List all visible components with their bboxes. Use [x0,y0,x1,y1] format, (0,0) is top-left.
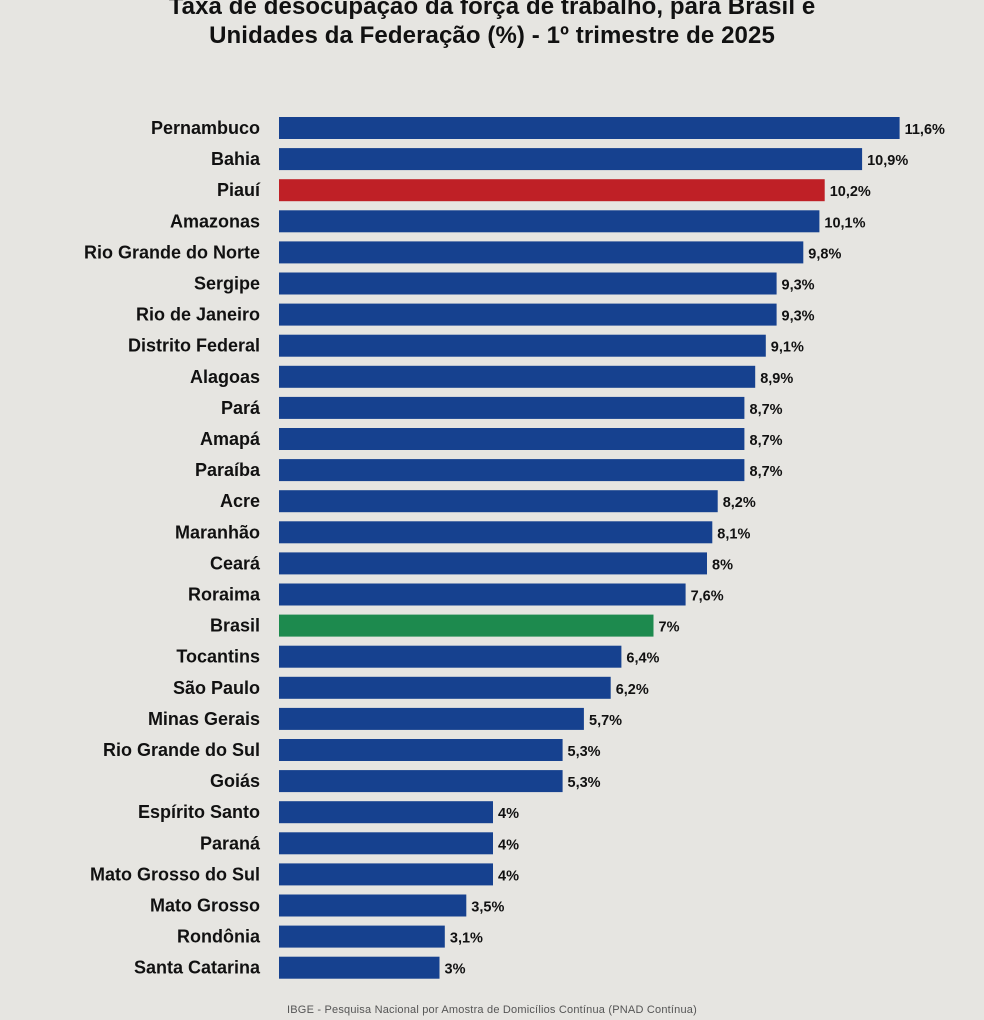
category-label-rondonia: Rondônia [177,927,261,947]
category-label-alagoas: Alagoas [190,367,260,387]
category-label-bahia: Bahia [211,149,261,169]
category-label-piaui: Piauí [217,180,261,200]
category-label-rio-grande-do-norte: Rio Grande do Norte [84,242,260,262]
category-label-amapa: Amapá [200,429,261,449]
category-label-maranhao: Maranhão [175,522,260,542]
category-label-distrito-federal: Distrito Federal [128,336,260,356]
value-label-paraiba: 8,7% [750,464,783,480]
bar-amapa [279,428,745,450]
bar-pernambuco [279,117,900,139]
bar-roraima [279,583,686,606]
category-label-pernambuco: Pernambuco [151,118,260,138]
bar-parana [279,832,493,855]
bar-acre [279,490,718,513]
category-label-paraiba: Paraíba [195,460,261,480]
bar-goias [279,770,563,793]
category-label-sergipe: Sergipe [194,274,260,294]
value-label-bahia: 10,9% [867,153,908,169]
bar-mato-grosso [279,894,467,917]
value-label-parana: 4% [498,837,519,853]
value-label-amapa: 8,7% [750,433,783,449]
bar-mato-grosso-do-sul [279,863,493,886]
value-label-santa-catarina: 3% [445,962,466,978]
category-label-acre: Acre [220,491,260,511]
value-label-pernambuco: 11,6% [905,122,945,138]
bar-brasil [279,614,654,637]
value-label-distrito-federal: 9,1% [771,340,804,356]
category-label-para: Pará [221,398,261,418]
chart-title: Taxa de desocupação da força de trabalho… [0,0,984,50]
value-label-sao-paulo: 6,2% [616,682,649,698]
value-label-sergipe: 9,3% [782,278,815,294]
bar-paraiba [279,459,745,482]
value-label-rondonia: 3,1% [450,931,483,947]
value-label-mato-grosso: 3,5% [471,900,504,916]
value-label-espirito-santo: 4% [498,806,519,822]
category-label-parana: Paraná [200,833,261,853]
value-label-rio-grande-do-norte: 9,8% [808,246,841,262]
bar-sao-paulo [279,676,611,699]
category-label-brasil: Brasil [210,616,260,636]
bar-bahia [279,148,863,171]
value-label-maranhao: 8,1% [717,526,750,542]
chart-title-line-1: Taxa de desocupação da força de trabalho… [168,0,816,20]
value-label-ceara: 8% [712,557,733,573]
bar-piaui [279,179,825,202]
category-label-espirito-santo: Espírito Santo [138,802,260,822]
value-label-minas-gerais: 5,7% [589,713,622,729]
value-label-goias: 5,3% [568,775,601,791]
bar-espirito-santo [279,801,493,824]
category-label-goias: Goiás [210,771,260,791]
value-label-brasil: 7% [659,620,680,636]
bar-ceara [279,552,707,575]
category-label-tocantins: Tocantins [176,647,260,667]
bar-para [279,396,745,419]
bar-rio-de-janeiro [279,303,777,326]
category-label-minas-gerais: Minas Gerais [148,709,260,729]
value-label-amazonas: 10,1% [824,215,865,231]
value-label-alagoas: 8,9% [760,371,793,387]
bar-rondonia [279,925,445,948]
category-label-roraima: Roraima [188,585,261,605]
category-label-amazonas: Amazonas [170,211,260,231]
bar-distrito-federal [279,334,766,357]
bar-maranhao [279,521,713,544]
category-label-rio-grande-do-sul: Rio Grande do Sul [103,740,260,760]
category-label-rio-de-janeiro: Rio de Janeiro [136,305,260,325]
bar-amazonas [279,210,820,233]
category-label-sao-paulo: São Paulo [173,678,260,698]
category-label-ceara: Ceará [210,553,261,573]
bar-rio-grande-do-norte [279,241,804,264]
category-label-mato-grosso-do-sul: Mato Grosso do Sul [90,864,260,884]
value-label-rio-de-janeiro: 9,3% [782,309,815,325]
value-label-para: 8,7% [750,402,783,418]
value-label-acre: 8,2% [723,495,756,511]
bar-tocantins [279,645,622,668]
value-label-rio-grande-do-sul: 5,3% [568,744,601,760]
bar-alagoas [279,365,756,388]
bar-rio-grande-do-sul [279,739,563,761]
chart-title-line-2: Unidades da Federação (%) - 1º trimestre… [209,22,775,49]
category-label-santa-catarina: Santa Catarina [134,958,261,978]
value-label-roraima: 7,6% [691,589,724,605]
value-label-tocantins: 6,4% [626,651,659,667]
source-note: IBGE - Pesquisa Nacional por Amostra de … [287,1004,697,1016]
value-label-piaui: 10,2% [830,184,871,200]
bar-santa-catarina [279,956,440,979]
bar-sergipe [279,272,777,295]
value-label-mato-grosso-do-sul: 4% [498,868,519,884]
category-label-mato-grosso: Mato Grosso [150,896,260,916]
bar-minas-gerais [279,707,584,730]
